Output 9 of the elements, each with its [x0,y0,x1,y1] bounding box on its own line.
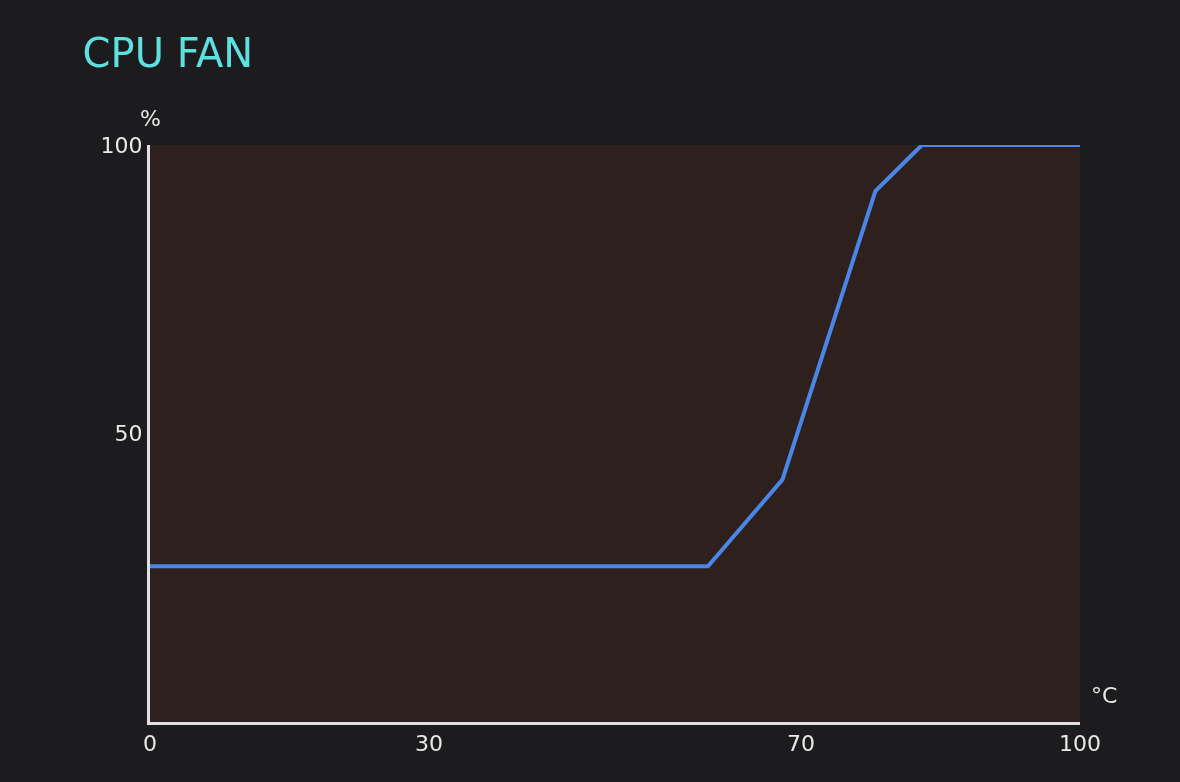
x-tick-label: 100 [1059,731,1101,757]
y-axis-title: % [140,106,161,131]
line-series [150,145,1080,569]
x-axis-title: °C [1091,683,1118,708]
y-tick-label: 50 [114,421,143,447]
x-tick-label: 30 [415,731,443,757]
x-tick-label: 70 [787,731,815,757]
x-tick-label: 0 [143,731,157,757]
chart-title: CPU FAN [82,30,254,77]
